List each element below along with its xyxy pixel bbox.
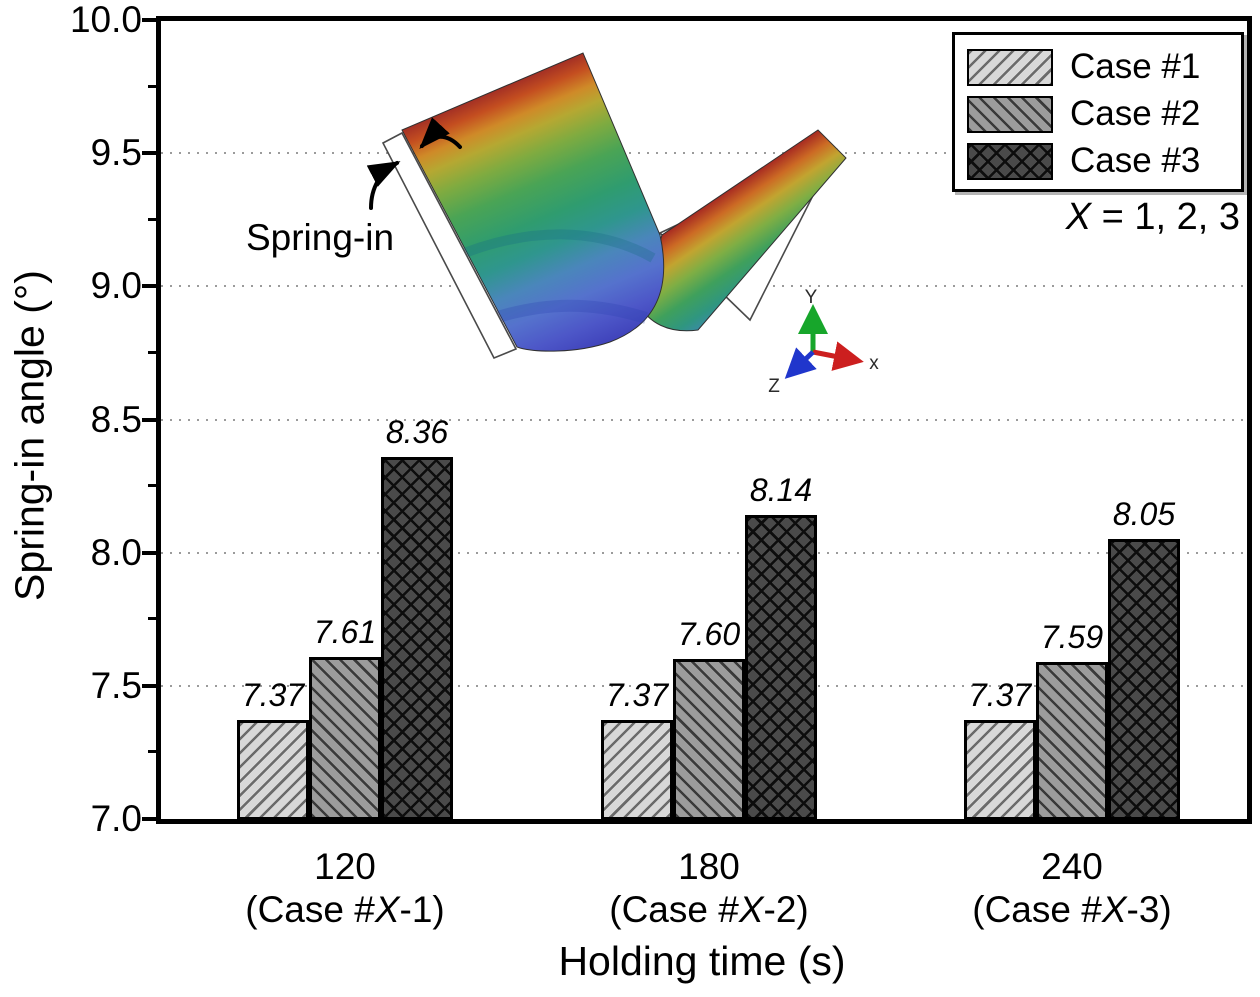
plot-area	[156, 16, 1252, 824]
x-category-value: 180	[678, 846, 740, 887]
bar-value-label: 7.59	[1040, 618, 1104, 655]
x-category-label-240: 240 (Case #X-3)	[922, 846, 1222, 932]
left-flange-surface	[401, 52, 665, 352]
legend-swatch-case3	[967, 142, 1053, 180]
y-tick-major	[142, 18, 156, 22]
triad-x-arrow	[812, 341, 864, 371]
bar-value-label: 7.37	[968, 677, 1032, 714]
x-category-case: (Case #X-2)	[609, 889, 809, 930]
y-tick-major	[142, 417, 156, 422]
inset-3d-springin-illustration: Spring-in Y x Z	[246, 52, 879, 397]
legend-label-case3: Case #3	[1070, 141, 1201, 180]
y-tick-minor	[148, 217, 156, 221]
y-tick-major	[142, 683, 156, 688]
bar-case1-240	[964, 720, 1036, 820]
y-tick-label-10.0: 10.0	[69, 0, 142, 40]
x-category-value: 240	[1041, 846, 1103, 887]
legend-label-case1: Case #1	[1070, 47, 1201, 86]
bar-case2-240	[1036, 661, 1108, 820]
gridline-9.5	[161, 152, 1247, 155]
y-tick-minor	[148, 350, 156, 354]
x-category-label-180: 180 (Case #X-2)	[559, 846, 859, 932]
legend: Case #1 Case #2 Case #3	[952, 32, 1244, 192]
y-tick-label-9.5: 9.5	[90, 132, 142, 174]
legend-note: X = 1, 2, 3	[1065, 196, 1240, 238]
x-category-case: (Case #X-3)	[972, 889, 1172, 930]
y-tick-minor	[148, 84, 156, 88]
y-tick-label-8.0: 8.0	[90, 531, 142, 573]
legend-label-case2: Case #2	[1070, 94, 1201, 133]
spring-in-annotation: Spring-in	[246, 217, 394, 258]
legend-swatch-case1	[967, 48, 1053, 86]
legend-row-case1: Case #1	[967, 45, 1241, 89]
y-tick-minor	[148, 484, 156, 488]
bar-case2-180	[673, 659, 745, 820]
triad-z-label: Z	[768, 376, 780, 397]
contour-band	[450, 229, 656, 263]
bar-value-label: 7.37	[241, 677, 305, 714]
y-tick-minor	[148, 617, 156, 621]
y-tick-major	[142, 550, 156, 555]
triad-z-arrow	[784, 347, 817, 379]
y-tick-label-9.0: 9.0	[90, 265, 142, 307]
bar-case2-120	[309, 656, 381, 820]
bar-value-label: 8.36	[385, 413, 449, 450]
bar-case1-180	[601, 720, 673, 820]
x-category-case: (Case #X-1)	[245, 889, 445, 930]
bar-value-label: 8.14	[749, 472, 813, 509]
triad-x-label: x	[869, 353, 879, 374]
bar-case3-180	[745, 515, 817, 820]
y-tick-major	[142, 817, 156, 821]
x-category-value: 120	[314, 846, 376, 887]
bar-case3-240	[1108, 539, 1180, 820]
x-axis-title: Holding time (s)	[558, 938, 846, 984]
y-tick-label-8.5: 8.5	[90, 398, 142, 440]
spring-in-arrow-left	[366, 161, 401, 210]
axis-triad: Y x Z	[768, 287, 879, 397]
y-tick-label-7.5: 7.5	[90, 664, 142, 706]
legend-row-case2: Case #2	[967, 92, 1241, 136]
x-category-label-120: 120 (Case #X-1)	[195, 846, 495, 932]
bar-value-label: 7.60	[677, 616, 741, 653]
bar-case3-120	[381, 456, 453, 820]
spring-in-arrow-top	[419, 117, 462, 149]
contour-band	[480, 299, 648, 328]
legend-row-case3: Case #3	[967, 139, 1241, 183]
bar-value-label: 8.05	[1112, 496, 1176, 533]
bar-value-label: 7.37	[605, 677, 669, 714]
gridline-8.5	[161, 418, 1247, 421]
gridline-8.0	[161, 551, 1247, 554]
bar-case1-120	[237, 720, 309, 820]
y-tick-major	[142, 284, 156, 289]
undeformed-wireframe-left	[381, 131, 518, 360]
legend-swatch-case2	[967, 95, 1053, 133]
y-tick-label-7.0: 7.0	[90, 798, 142, 839]
triad-y-label: Y	[805, 287, 818, 308]
bar-value-label: 7.61	[313, 613, 377, 650]
y-tick-minor	[148, 750, 156, 754]
y-tick-major	[142, 151, 156, 156]
